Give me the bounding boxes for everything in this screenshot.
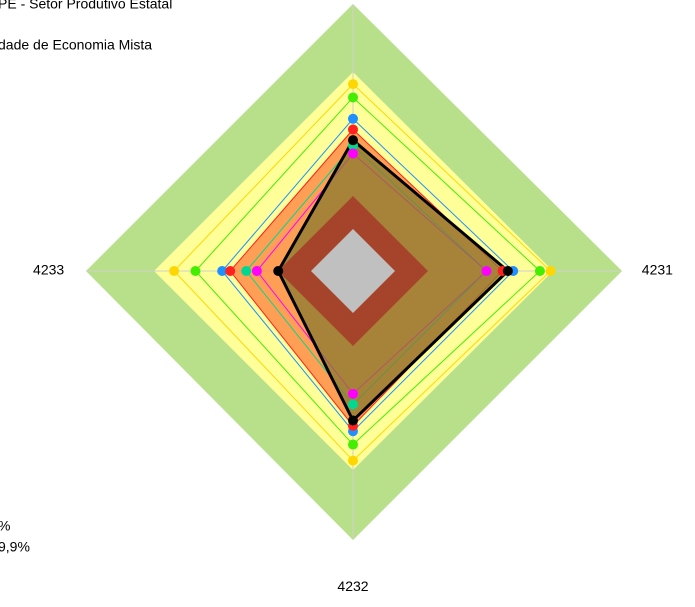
series-point — [348, 399, 358, 410]
series-point — [241, 266, 252, 276]
series-point — [217, 266, 228, 276]
series-point — [190, 266, 201, 276]
series-point — [273, 266, 284, 276]
axis-label: 4231 — [642, 262, 673, 278]
band-core — [311, 229, 395, 313]
series-point — [481, 266, 492, 276]
axis-label: 4232 — [337, 578, 368, 594]
series-point — [225, 266, 236, 276]
chart-subtitle: dade de Economia Mista — [0, 37, 152, 53]
series-point — [545, 266, 556, 276]
series-point — [348, 79, 358, 90]
series-point — [348, 415, 358, 426]
series-point — [348, 124, 358, 135]
series-point — [169, 266, 180, 276]
axis-label: 4233 — [33, 262, 64, 278]
chart-title: PE - Setor Produtivo Estatal — [0, 0, 172, 12]
series-point — [348, 439, 358, 450]
series-point — [348, 455, 358, 466]
series-point — [534, 266, 545, 276]
series-point — [348, 388, 358, 399]
legend-fragment: 9,9% — [0, 539, 30, 555]
series-point — [348, 148, 358, 159]
series-point — [251, 266, 262, 276]
legend-fragment: % — [0, 518, 10, 534]
series-point — [348, 92, 358, 103]
series-point — [502, 266, 513, 276]
series-point — [348, 113, 358, 124]
series-point — [348, 135, 358, 146]
